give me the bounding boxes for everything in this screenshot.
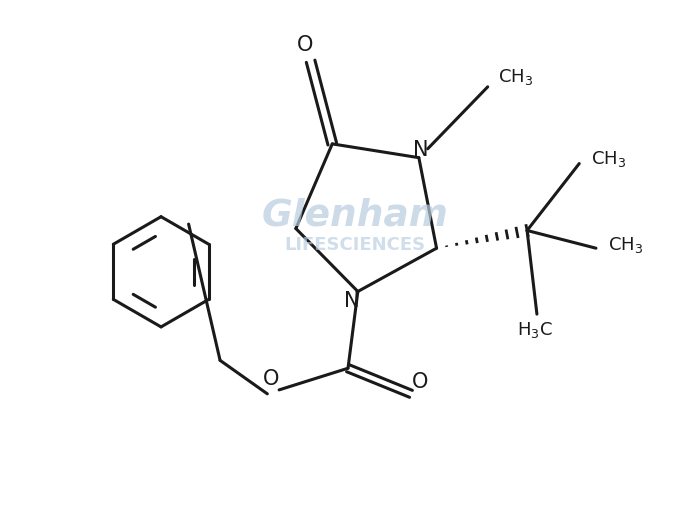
Text: H$_3$C: H$_3$C (517, 320, 553, 340)
Text: CH$_3$: CH$_3$ (498, 67, 533, 87)
Text: Glenham: Glenham (262, 198, 448, 233)
Text: O: O (411, 372, 428, 392)
Text: N: N (345, 291, 360, 311)
Text: N: N (413, 140, 429, 160)
Text: O: O (263, 369, 279, 389)
Text: O: O (296, 35, 313, 56)
Text: CH$_3$: CH$_3$ (608, 235, 643, 255)
Text: CH$_3$: CH$_3$ (591, 149, 626, 168)
Text: LIFESCIENCES: LIFESCIENCES (285, 236, 425, 254)
